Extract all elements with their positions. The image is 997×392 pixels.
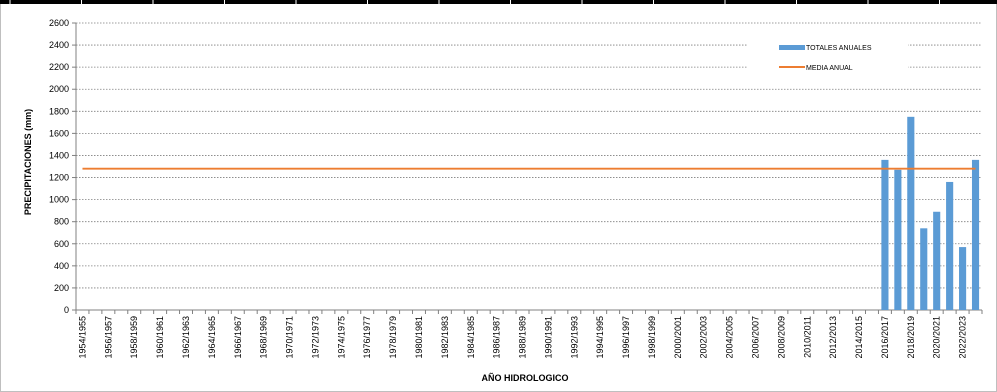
x-tick-label: 2020/2021: [932, 316, 942, 359]
x-tick-labels: 1954/1955 1956/1957 1958/1959 1960/1961 1962…: [77, 316, 967, 359]
bar-series: [881, 116, 980, 310]
x-tick-label: 1982/1983: [440, 316, 450, 359]
y-tick-label: 1800: [49, 106, 69, 116]
bar-2016/2017: [881, 159, 889, 310]
x-tick-label: 1968/1969: [259, 316, 269, 359]
axes: [75, 23, 983, 314]
x-tick-label: 2004/2005: [725, 316, 735, 359]
y-tick-label: 2400: [49, 40, 69, 50]
x-tick-label: 1988/1989: [518, 316, 528, 359]
x-tick-label: 1954/1955: [77, 316, 87, 359]
x-tick-label: 1974/1975: [336, 316, 346, 359]
x-tick-label: 1958/1959: [129, 316, 139, 359]
legend-bar-swatch: [779, 45, 805, 50]
y-tick-label: 2200: [49, 62, 69, 72]
x-tick-label: 2016/2017: [880, 316, 890, 359]
x-tick-label: 2000/2001: [673, 316, 683, 359]
y-tick-label: 0: [64, 305, 69, 315]
x-axis-label: AÑO HIDROLOGICO: [482, 373, 569, 383]
x-tick-label: 1960/1961: [155, 316, 165, 359]
x-tick-label: 2012/2013: [828, 316, 838, 359]
x-tick-label: 2014/2015: [854, 316, 864, 359]
x-tick-label: 1962/1963: [181, 316, 191, 359]
x-tick-label: 2002/2003: [699, 316, 709, 359]
legend-background: [748, 37, 908, 73]
y-tick-label: 800: [54, 217, 69, 227]
x-tick-label: 1980/1981: [414, 316, 424, 359]
legend: TOTALES ANUALES MEDIA ANUAL: [748, 37, 908, 73]
x-tick-label: 1970/1971: [285, 316, 295, 359]
bar-2020/2021: [933, 211, 941, 310]
y-axis-label: PRECIPITACIONES (mm): [23, 109, 33, 215]
legend-label-media: MEDIA ANUAL: [806, 65, 853, 72]
x-tick-label: 1978/1979: [388, 316, 398, 359]
y-tick-label: 1600: [49, 128, 69, 138]
x-tick-label: 1964/1965: [207, 316, 217, 359]
x-tick-label: 1990/1991: [543, 316, 553, 359]
bar-2017/2018: [894, 169, 902, 310]
y-tick-label: 1000: [49, 195, 69, 205]
x-tick-label: 2022/2023: [958, 316, 968, 359]
y-tick-label: 1400: [49, 150, 69, 160]
y-tick-label: 2000: [49, 84, 69, 94]
x-tick-label: 2008/2009: [776, 316, 786, 359]
bar-2019/2020: [920, 228, 928, 310]
bar-2022/2023: [959, 247, 967, 310]
x-tick-label: 1956/1957: [103, 316, 113, 359]
x-tick-label: 2018/2019: [906, 316, 916, 359]
bar-2023/2024: [971, 159, 980, 310]
x-tick-label: 2006/2007: [751, 316, 761, 359]
x-tick-label: 1966/1967: [233, 316, 243, 359]
x-tick-label: 1992/1993: [569, 316, 579, 359]
legend-label-totales: TOTALES ANUALES: [806, 45, 872, 52]
top-border-ticks: [9, 0, 940, 4]
bar-2021/2022: [946, 181, 954, 310]
bar-2018/2019: [907, 116, 915, 310]
x-tick-label: 1984/1985: [466, 316, 476, 359]
x-tick-label: 1986/1987: [492, 316, 502, 359]
y-tick-label: 400: [54, 261, 69, 271]
y-tick-label: 600: [54, 239, 69, 249]
y-tick-labels: 0 200 400 600 800 1000 1200 1400 1600 1800 2000 220…: [49, 18, 76, 315]
x-tick-label: 1994/1995: [595, 316, 605, 359]
x-tick-label: 1998/1999: [647, 316, 657, 359]
y-tick-label: 200: [54, 283, 69, 293]
y-tick-label: 1200: [49, 173, 69, 183]
x-tick-label: 1996/1997: [621, 316, 631, 359]
x-tick-label: 2010/2011: [802, 316, 812, 358]
x-tick-label: 1976/1977: [362, 316, 372, 359]
y-tick-label: 2600: [49, 18, 69, 28]
gridlines: [76, 22, 982, 289]
x-tick-label: 1972/1973: [310, 316, 320, 359]
